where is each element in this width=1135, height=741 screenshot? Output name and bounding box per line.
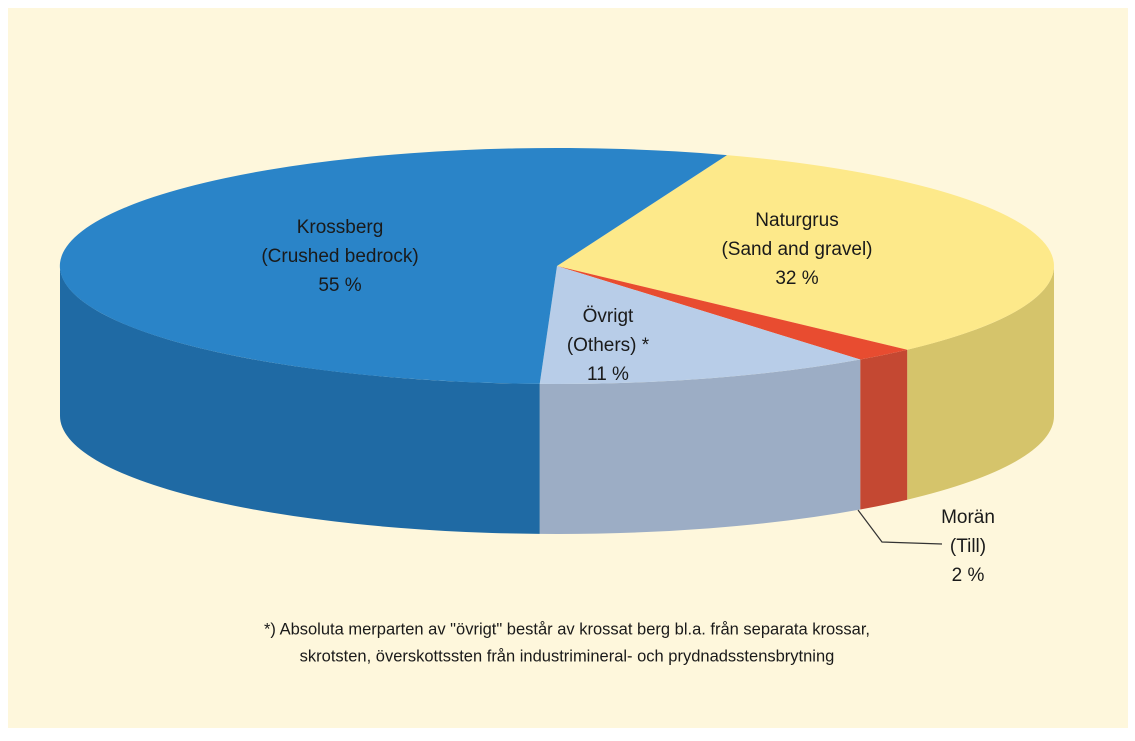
value-label: 2 %	[952, 565, 985, 586]
pie-slice	[557, 155, 1054, 350]
leader-line	[857, 509, 943, 545]
value-label: 11 %	[587, 364, 629, 385]
pie-tops	[59, 147, 1054, 384]
pie-side	[907, 266, 1054, 500]
pie-side	[60, 266, 540, 534]
pie-slice	[557, 266, 908, 360]
slice-label: (Others) *	[567, 335, 650, 356]
pie-slice	[59, 147, 728, 384]
slice-label: Övrigt	[583, 306, 634, 327]
slice-label: (Crushed bedrock)	[261, 246, 418, 267]
labels: Naturgrus (Sand and gravel) 32 % Morän (Till…	[261, 210, 995, 586]
footnote: *) Absoluta merparten av "övrigt" består…	[264, 620, 870, 638]
slice-label: (Till)	[950, 536, 986, 557]
pie-side	[860, 349, 908, 510]
pie-side	[539, 359, 861, 534]
slice-label: Naturgrus	[755, 210, 838, 231]
slice-label: Krossberg	[297, 217, 384, 238]
footnote: skrotsten, överskottssten från industrim…	[300, 647, 835, 665]
value-label: 32 %	[775, 268, 818, 289]
pie-sides	[60, 266, 1054, 534]
slice-label: (Sand and gravel)	[721, 239, 872, 260]
value-label: 55 %	[318, 275, 361, 296]
pie-slice	[539, 266, 861, 384]
slice-label: Morän	[941, 507, 995, 528]
